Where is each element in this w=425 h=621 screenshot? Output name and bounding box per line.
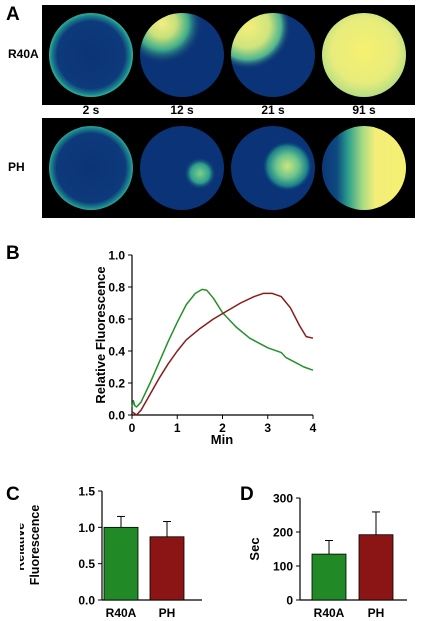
cell-ph-12s-svg — [140, 126, 224, 210]
chart-b-x-tick-label: 3 — [264, 421, 271, 435]
chart-c-bar-r40a — [103, 526, 139, 601]
chart-d-y-tick-label: 200 — [273, 526, 293, 540]
chart-b-x-tick-label: 4 — [310, 421, 317, 435]
cell-r40a-21s-svg — [231, 13, 315, 97]
time-label-3: 21 s — [261, 103, 285, 117]
cell-image-ph-12s — [137, 123, 227, 213]
chart-c-bars: R40A PH — [103, 515, 185, 619]
chart-c-y-tick-label: 1.5 — [78, 485, 95, 499]
chart-d-y-label: Sec — [247, 537, 262, 560]
chart-d-category-label: PH — [368, 606, 385, 619]
row-label-r40a: R40A — [8, 47, 39, 61]
chart-d-bars: R40A PH — [311, 511, 394, 619]
chart-d-bar-ph — [358, 534, 394, 601]
chart-b-x-tick-label: 0 — [129, 421, 136, 435]
chart-c-bar-ph — [149, 536, 185, 601]
cell-r40a-91s-svg — [322, 13, 406, 97]
panel-b-letter: B — [6, 243, 20, 264]
chart-d-category-label: R40A — [314, 606, 345, 619]
chart-b-series-line-0 — [131, 288, 314, 408]
chart-b-y-tick-label: 0.0 — [108, 409, 125, 423]
panel-a-letter: A — [6, 4, 20, 25]
image-row-r40a — [42, 5, 415, 105]
chart-d-y-tick-label: 100 — [273, 560, 293, 574]
time-label-4: 91 s — [352, 103, 376, 117]
chart-c-y-tick-label: 1.0 — [78, 521, 95, 535]
chart-b-series — [131, 288, 314, 416]
cell-image-ph-21s — [228, 123, 318, 213]
cell-r40a-12s-svg — [140, 13, 224, 97]
chart-c-y-tick-label: 0.5 — [78, 557, 95, 571]
chart-b-y-tick-label: 0.6 — [108, 313, 125, 327]
chart-b-x-tick-label: 1 — [174, 421, 181, 435]
chart-b-x-tick-label: 2 — [219, 421, 226, 435]
chart-c: 0.0 0.5 1.0 1.5 R40A PH Relative Fluorescenc… — [20, 485, 202, 619]
chart-c-y-tick-label: 0.0 — [78, 594, 95, 608]
chart-b-x-ticks: 0 1 2 3 4 — [129, 415, 317, 435]
cell-image-ph-91s — [319, 123, 409, 213]
cell-image-ph-2s — [46, 123, 136, 213]
cell-ph-91s-svg — [322, 126, 406, 210]
chart-d-y-ticks: 0 100 200 300 — [273, 492, 300, 608]
chart-c-y-ticks: 0.0 0.5 1.0 1.5 — [78, 485, 102, 608]
row-label-ph: PH — [8, 160, 25, 174]
image-row-ph — [42, 118, 415, 218]
chart-c-y-label: Relative Fluorescence — [20, 505, 42, 586]
cell-ph-21s-svg — [231, 126, 315, 210]
panel-d-letter: D — [240, 484, 254, 505]
chart-b-x-label: Min — [211, 432, 233, 447]
chart-d: 0 100 200 300 R40A PH Sec — [247, 492, 407, 619]
cell-image-r40a-12s — [137, 10, 227, 100]
time-label-2: 12 s — [170, 103, 194, 117]
chart-c-y-label-line-1: Relative — [20, 523, 27, 571]
chart-b-y-label: Relative Fluorescence — [93, 266, 108, 403]
panel-c-letter: C — [6, 484, 20, 505]
chart-b-series-line-1 — [131, 292, 314, 416]
chart-b-y-ticks: 0.0 0.2 0.4 0.6 0.8 1.0 — [108, 249, 132, 423]
cell-r40a-2s-svg — [49, 13, 133, 97]
cell-image-r40a-91s — [319, 10, 409, 100]
chart-d-y-tick-label: 0 — [286, 594, 293, 608]
chart-b: 0.0 0.2 0.4 0.6 0.8 1.0 0 1 2 3 4 Min Relative Fl… — [93, 249, 317, 448]
chart-b-y-tick-label: 0.8 — [108, 281, 125, 295]
cell-image-r40a-2s — [46, 10, 136, 100]
chart-d-bar-r40a — [311, 553, 347, 601]
cell-ph-2s-svg — [49, 126, 133, 210]
chart-c-y-label-line-2: Fluorescence — [28, 505, 42, 586]
chart-b-y-tick-label: 1.0 — [108, 249, 125, 263]
chart-c-category-label: PH — [159, 606, 176, 619]
chart-b-y-tick-label: 0.2 — [108, 377, 125, 391]
time-label-1: 2 s — [82, 103, 100, 117]
chart-c-category-label: R40A — [106, 606, 137, 619]
chart-d-y-tick-label: 300 — [273, 492, 293, 506]
chart-b-axes — [131, 255, 313, 416]
chart-b-y-tick-label: 0.4 — [108, 345, 125, 359]
cell-image-r40a-21s — [228, 10, 318, 100]
